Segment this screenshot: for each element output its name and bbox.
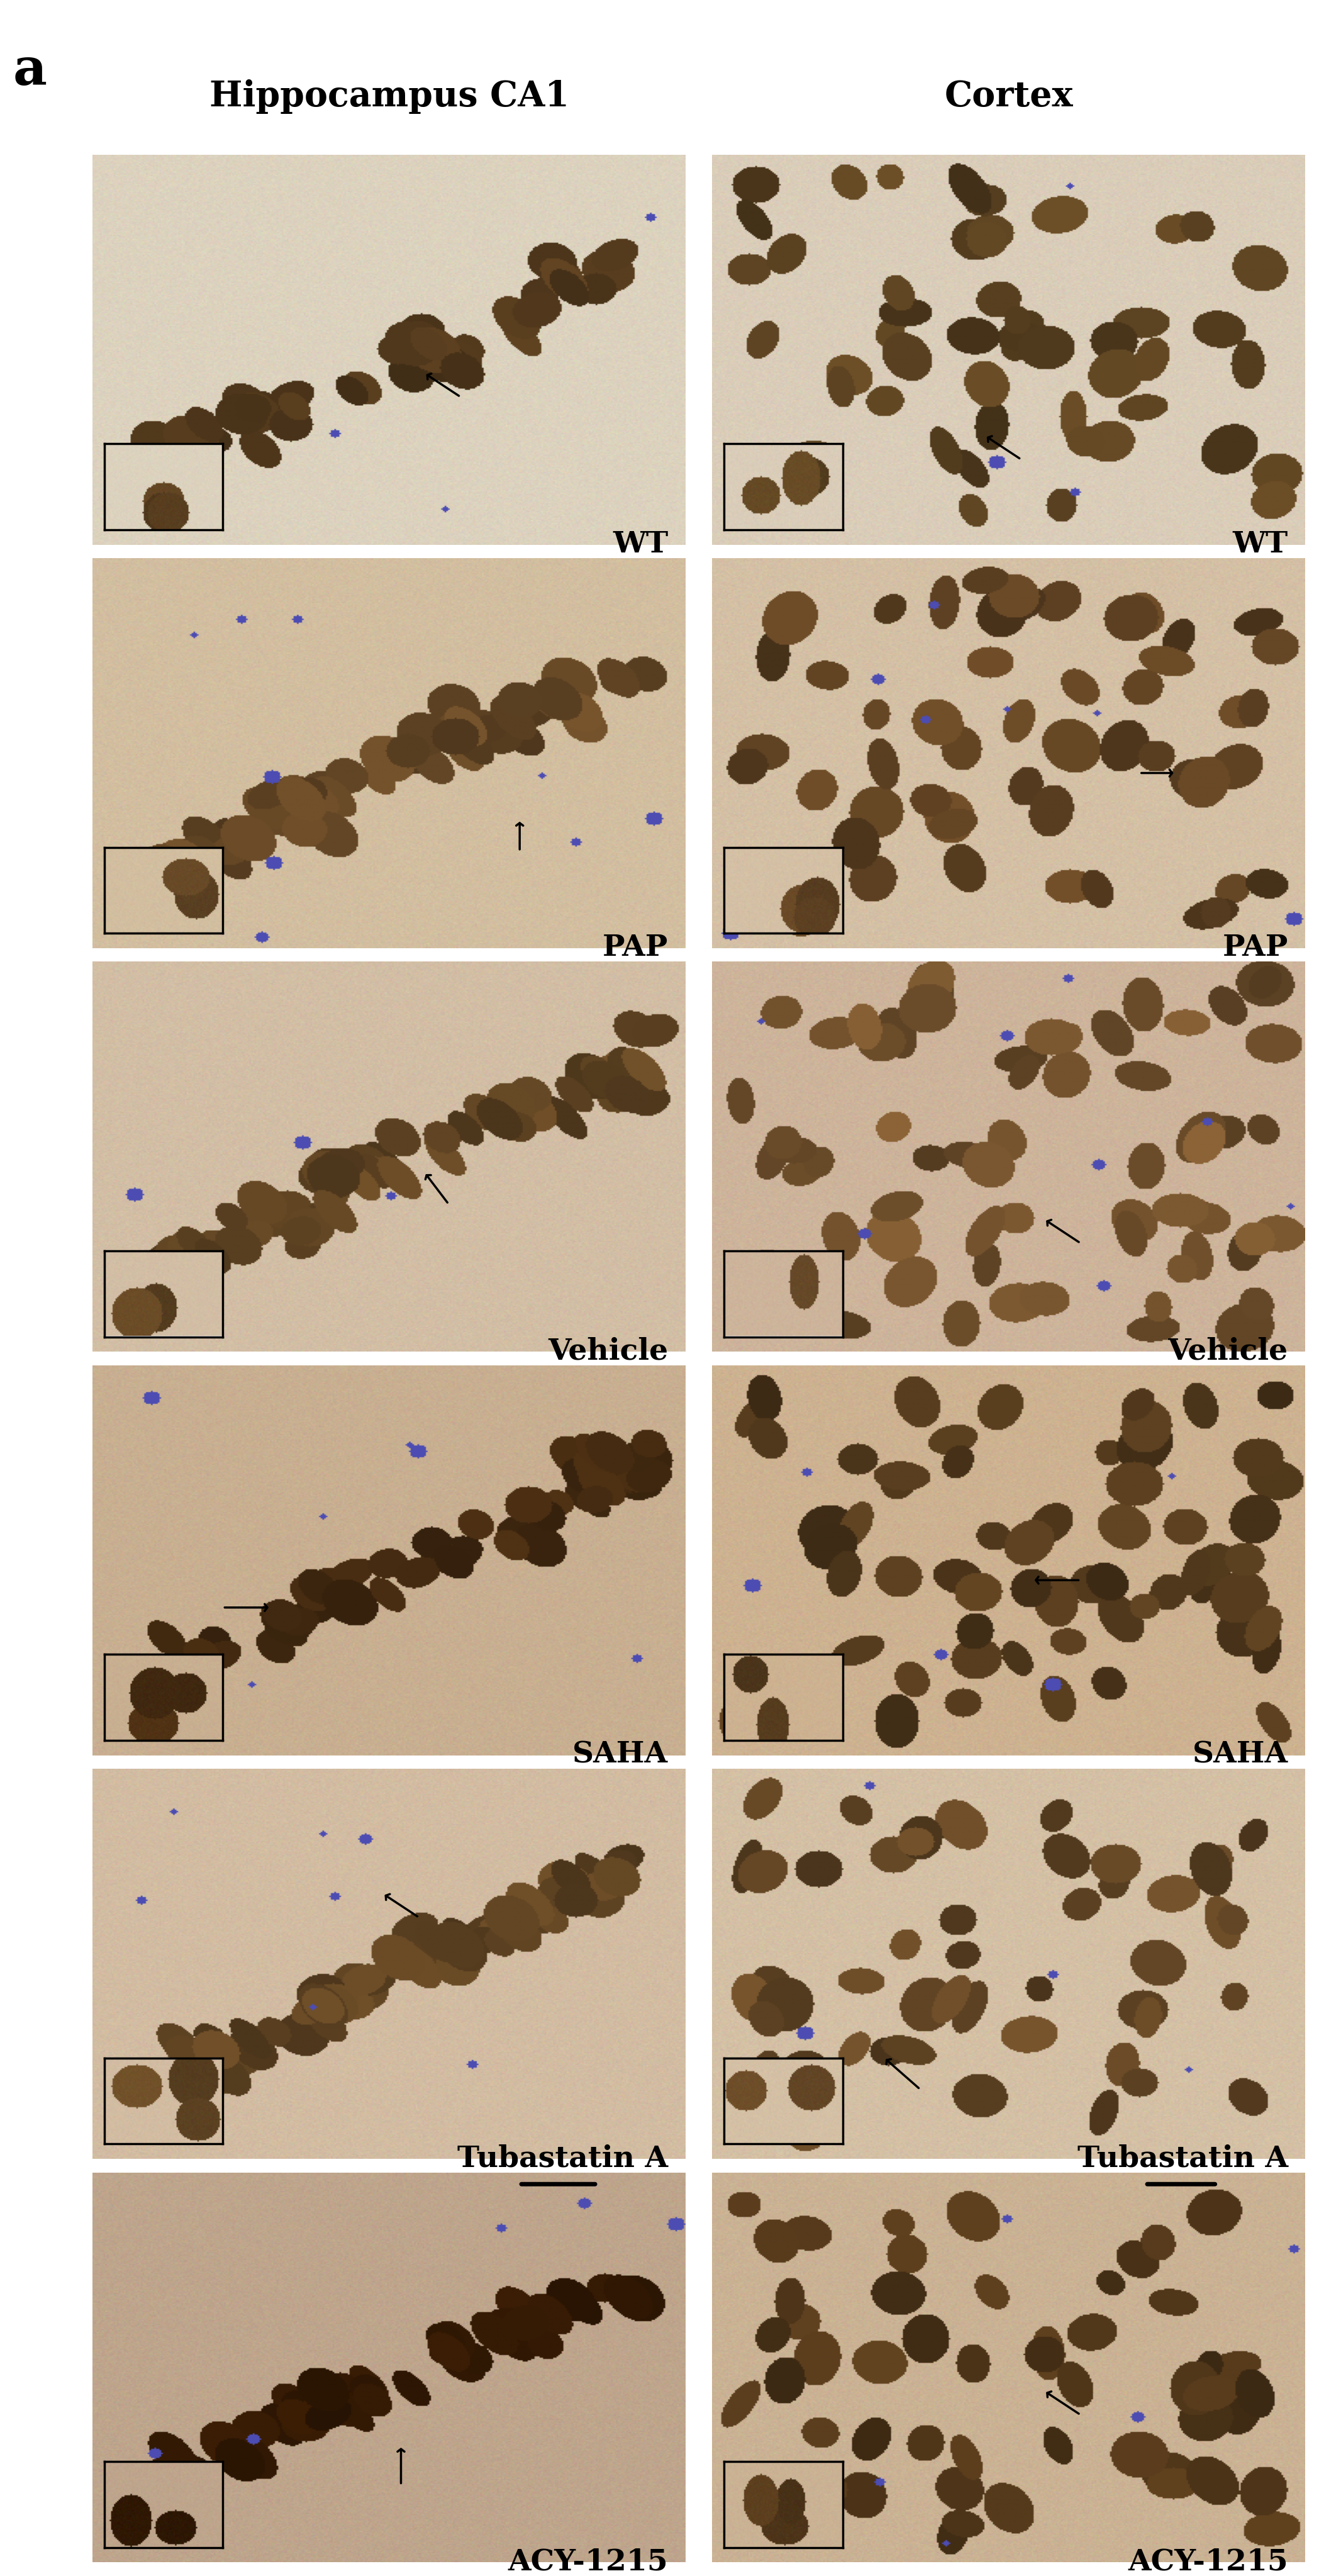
Text: Tubastatin A: Tubastatin A [458, 2143, 667, 2174]
Text: PAP: PAP [1223, 933, 1287, 963]
Text: a: a [13, 46, 47, 95]
Text: Vehicle: Vehicle [1167, 1337, 1287, 1365]
Text: SAHA: SAHA [572, 1741, 667, 1770]
Text: Cortex: Cortex [944, 80, 1074, 113]
Text: ACY-1215: ACY-1215 [508, 2548, 667, 2576]
Text: PAP: PAP [603, 933, 667, 963]
Text: WT: WT [1232, 531, 1287, 559]
Text: Hippocampus CA1: Hippocampus CA1 [210, 80, 568, 113]
Text: ACY-1215: ACY-1215 [1128, 2548, 1287, 2576]
Text: Tubastatin A: Tubastatin A [1078, 2143, 1287, 2174]
Text: Vehicle: Vehicle [547, 1337, 667, 1365]
Text: WT: WT [612, 531, 667, 559]
Text: SAHA: SAHA [1192, 1741, 1287, 1770]
